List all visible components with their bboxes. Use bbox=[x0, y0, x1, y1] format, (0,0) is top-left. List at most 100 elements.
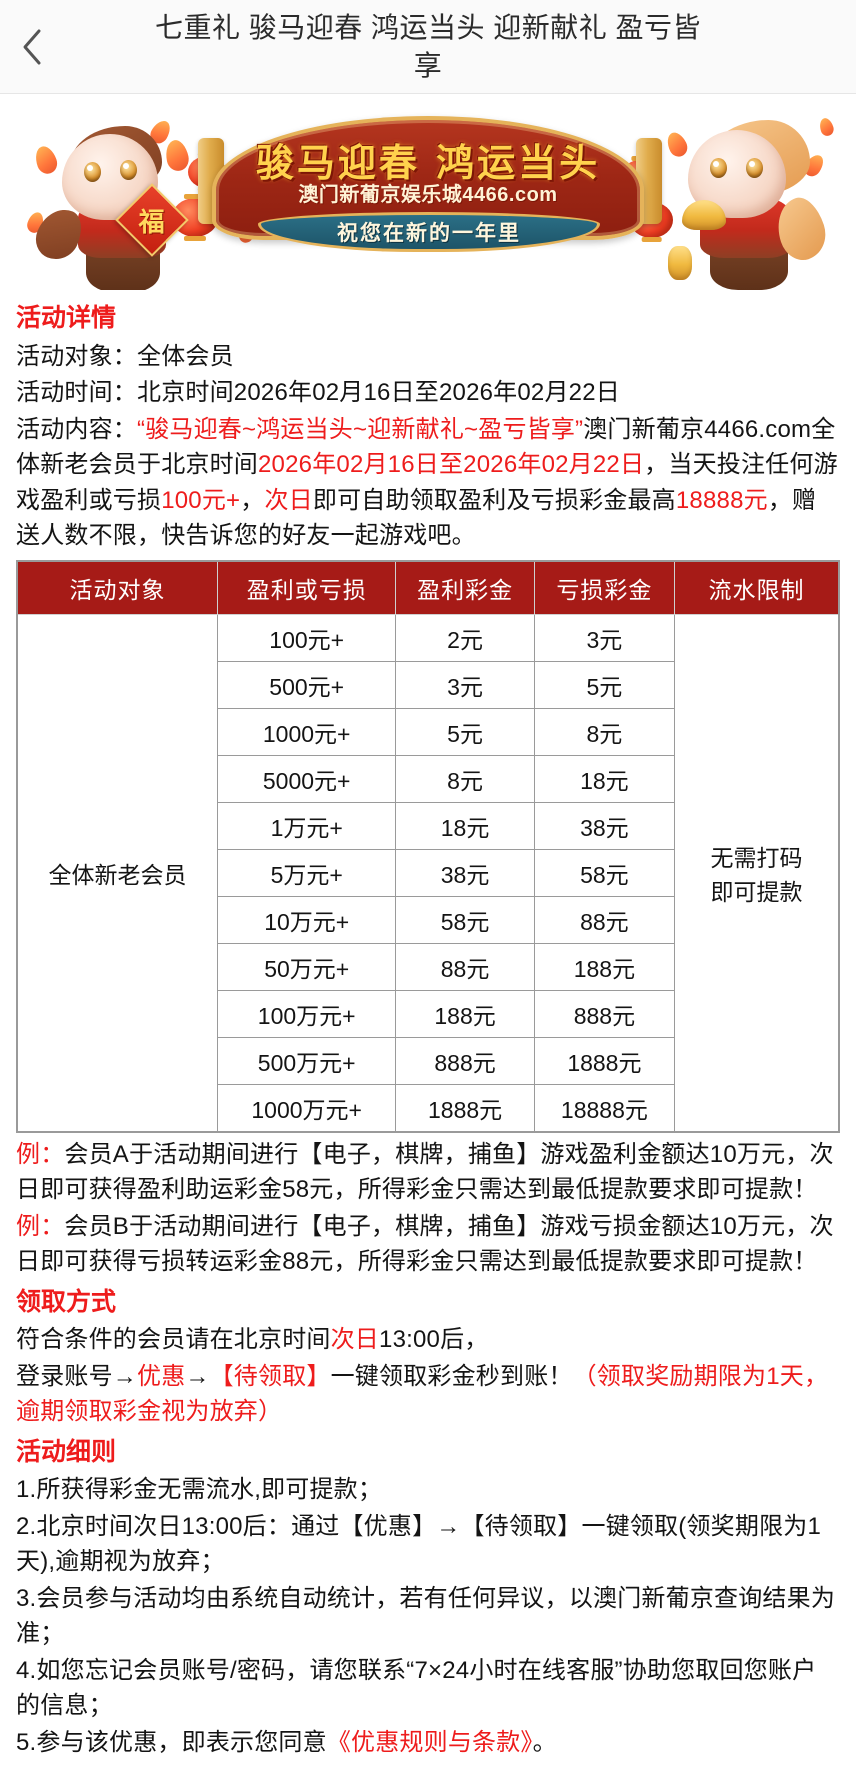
table-cell-profit: 58元 bbox=[395, 895, 535, 944]
table-cell-loss: 3元 bbox=[533, 613, 676, 662]
table-cell-profit: 3元 bbox=[395, 660, 535, 709]
bonus-table: 活动对象 盈利或亏损 盈利彩金 亏损彩金 流水限制 全体新老会员 100元+ 2… bbox=[16, 559, 840, 1133]
table-cell-tier: 1000万元+ bbox=[216, 1083, 397, 1133]
detail-audience-value: 全体会员 bbox=[137, 342, 234, 370]
detail-content-part4: 即可自助领取盈利及亏损彩金最高 bbox=[312, 486, 676, 514]
page-header: 七重礼 骏马迎春 鸿运当头 迎新献礼 盈亏皆享 bbox=[0, 0, 856, 94]
section-title-claim: 领取方式 bbox=[16, 1287, 117, 1316]
table-cell-profit: 38元 bbox=[395, 848, 535, 897]
table-row: 1000元+ 5元 8元 bbox=[17, 707, 839, 756]
table-cell-wager-line1: 无需打码 bbox=[710, 844, 803, 871]
banner-site-text: 澳门新葡京娱乐城4466.com bbox=[298, 184, 558, 206]
table-cell-profit: 188元 bbox=[395, 989, 535, 1038]
table-header-tier: 盈利或亏损 bbox=[216, 560, 397, 615]
table-cell-wager: 无需打码 即可提款 bbox=[674, 613, 840, 1133]
page-title: 七重礼 骏马迎春 鸿运当头 迎新献礼 盈亏皆享 bbox=[154, 11, 702, 81]
example-a-label: 例： bbox=[16, 1140, 65, 1168]
table-cell-loss: 5元 bbox=[533, 660, 676, 709]
table-cell-profit: 5元 bbox=[395, 707, 535, 756]
detail-time-value: 北京时间2026年02月16日至2026年02月22日 bbox=[137, 379, 620, 407]
table-row: 500元+ 3元 5元 bbox=[17, 660, 839, 709]
table-cell-tier: 5000元+ bbox=[216, 754, 397, 803]
claim-line2-promotions: 优惠 bbox=[137, 1362, 186, 1390]
table-cell-loss: 38元 bbox=[533, 801, 676, 850]
detail-content-date: 2026年02月16日至2026年02月22日 bbox=[258, 451, 645, 479]
table-cell-loss: 88元 bbox=[533, 895, 676, 944]
rule-item-5-prefix: 5.参与该优惠，即表示您同意 bbox=[16, 1728, 327, 1756]
detail-content-label: 活动内容： bbox=[16, 415, 137, 443]
table-header-row: 活动对象 盈利或亏损 盈利彩金 亏损彩金 流水限制 bbox=[16, 560, 840, 615]
table-cell-profit: 8元 bbox=[395, 754, 535, 803]
table-cell-tier: 100元+ bbox=[216, 613, 397, 662]
detail-time-label: 活动时间： bbox=[16, 379, 137, 407]
detail-content-part3: ， bbox=[240, 486, 265, 514]
example-b-text: 会员B于活动期间进行【电子，棋牌，捕鱼】游戏亏损金额达10万元，次日即可获得亏损… bbox=[16, 1212, 834, 1276]
table-cell-profit: 18元 bbox=[395, 801, 535, 850]
detail-content-part5: ，赠送人数不限，快告诉您的好友一起游戏吧。 bbox=[16, 486, 817, 550]
detail-time: 活动时间：北京时间2026年02月16日至2026年02月22日 bbox=[16, 375, 840, 411]
table-cell-tier: 500元+ bbox=[216, 660, 397, 709]
table-header-audience: 活动对象 bbox=[16, 560, 218, 615]
table-cell-loss: 888元 bbox=[533, 989, 676, 1038]
table-row: 1000万元+ 1888元 18888元 bbox=[17, 1083, 839, 1133]
table-header-profit: 盈利彩金 bbox=[395, 560, 535, 615]
chevron-left-icon bbox=[21, 27, 45, 67]
claim-line1-part1: 符合条件的会员请在北京时间 bbox=[16, 1326, 331, 1354]
horse-mascot-right bbox=[648, 114, 838, 290]
banner-main-text: 骏马迎春 鸿运当头 bbox=[255, 141, 601, 185]
claim-line1-highlight: 次日 bbox=[330, 1326, 380, 1354]
detail-content: 活动内容：“骏马迎春~鸿运当头~迎新献礼~盈亏皆享”澳门新葡京4466.com全… bbox=[16, 412, 840, 554]
table-row: 5000元+ 8元 18元 bbox=[17, 754, 839, 803]
table-cell-tier: 10万元+ bbox=[216, 895, 397, 944]
table-cell-tier: 5万元+ bbox=[216, 848, 397, 897]
table-cell-audience: 全体新老会员 bbox=[16, 613, 218, 1133]
claim-line2-part2: → bbox=[185, 1362, 210, 1390]
table-header-loss: 亏损彩金 bbox=[533, 560, 676, 615]
bonus-table-body: 全体新老会员 100元+ 2元 3元 无需打码 即可提款 500元+ 3元 5元… bbox=[16, 613, 840, 1133]
claim-line1-part2: 13:00后， bbox=[379, 1326, 489, 1354]
claim-line2-part3: 一键领取彩金秒到账！ bbox=[330, 1362, 573, 1390]
table-header-wager: 流水限制 bbox=[674, 560, 840, 615]
claim-line2-note: （领取奖励期限为1天，逾期领取彩金视为放弃） bbox=[16, 1362, 829, 1426]
claim-line-2: 登录账号→优惠→【待领取】一键领取彩金秒到账！（领取奖励期限为1天，逾期领取彩金… bbox=[16, 1359, 840, 1430]
terms-link[interactable]: 《优惠规则与条款》 bbox=[326, 1728, 533, 1756]
rule-item-5: 5.参与该优惠，即表示您同意《优惠规则与条款》。 bbox=[16, 1725, 840, 1761]
section-title-rules: 活动细则 bbox=[16, 1437, 117, 1466]
table-cell-tier: 500万元+ bbox=[216, 1036, 397, 1085]
claim-line2-pending: 【待领取】 bbox=[209, 1362, 331, 1390]
table-cell-loss: 8元 bbox=[533, 707, 676, 756]
table-cell-loss: 58元 bbox=[533, 848, 676, 897]
table-cell-tier: 100万元+ bbox=[216, 989, 397, 1038]
claim-line-1: 符合条件的会员请在北京时间次日13:00后， bbox=[16, 1322, 840, 1358]
fu-character: 福 bbox=[138, 206, 166, 237]
example-b-label: 例： bbox=[16, 1212, 65, 1240]
back-button[interactable] bbox=[10, 24, 56, 70]
table-cell-tier: 1万元+ bbox=[216, 801, 397, 850]
table-cell-loss: 1888元 bbox=[533, 1036, 676, 1085]
section-title-details: 活动详情 bbox=[16, 304, 117, 332]
table-cell-loss: 188元 bbox=[533, 942, 676, 991]
detail-content-part2: ，当天投注任何游戏盈利或亏损 bbox=[16, 451, 838, 514]
detail-content-amount: 100元+ bbox=[161, 486, 241, 514]
rule-item-1: 1.所获得彩金无需流水,即可提款； bbox=[16, 1476, 383, 1504]
example-b: 例：会员B于活动期间进行【电子，棋牌，捕鱼】游戏亏损金额达10万元，次日即可获得… bbox=[16, 1209, 840, 1280]
detail-content-nextday: 次日 bbox=[264, 486, 313, 514]
table-cell-loss: 18元 bbox=[533, 754, 676, 803]
table-cell-profit: 88元 bbox=[395, 942, 535, 991]
promo-content: 活动详情 活动对象：全体会员 活动时间：北京时间2026年02月16日至2026… bbox=[0, 290, 856, 1775]
rule-item-3: 3.会员参与活动均由系统自动统计，若有任何异议，以澳门新葡京查询结果为准； bbox=[16, 1584, 836, 1648]
table-cell-loss: 18888元 bbox=[533, 1083, 676, 1133]
table-cell-tier: 1000元+ bbox=[216, 707, 397, 756]
rule-item-2: 2.北京时间次日13:00后：通过【优惠】→【待领取】一键领取(领奖期限为1天)… bbox=[16, 1512, 822, 1576]
rule-item-4: 4.如您忘记会员账号/密码，请您联系“7×24小时在线客服”协助您取回您账户的信… bbox=[16, 1656, 817, 1720]
table-cell-profit: 1888元 bbox=[395, 1083, 535, 1133]
detail-audience-label: 活动对象： bbox=[16, 342, 137, 370]
horse-mascot-left: 福 bbox=[29, 116, 214, 290]
table-row: 500万元+ 888元 1888元 bbox=[17, 1036, 839, 1085]
banner-ribbon: 祝您在新的一年里 bbox=[258, 212, 600, 252]
detail-content-part1: 澳门新葡京4466.com全体新老会员于北京时间 bbox=[16, 415, 836, 479]
table-row: 全体新老会员 100元+ 2元 3元 无需打码 即可提款 bbox=[16, 613, 840, 1133]
table-cell-profit: 888元 bbox=[395, 1036, 535, 1085]
detail-audience: 活动对象：全体会员 bbox=[16, 339, 840, 375]
detail-content-quote: “骏马迎春~鸿运当头~迎新献礼~盈亏皆享” bbox=[137, 415, 584, 443]
